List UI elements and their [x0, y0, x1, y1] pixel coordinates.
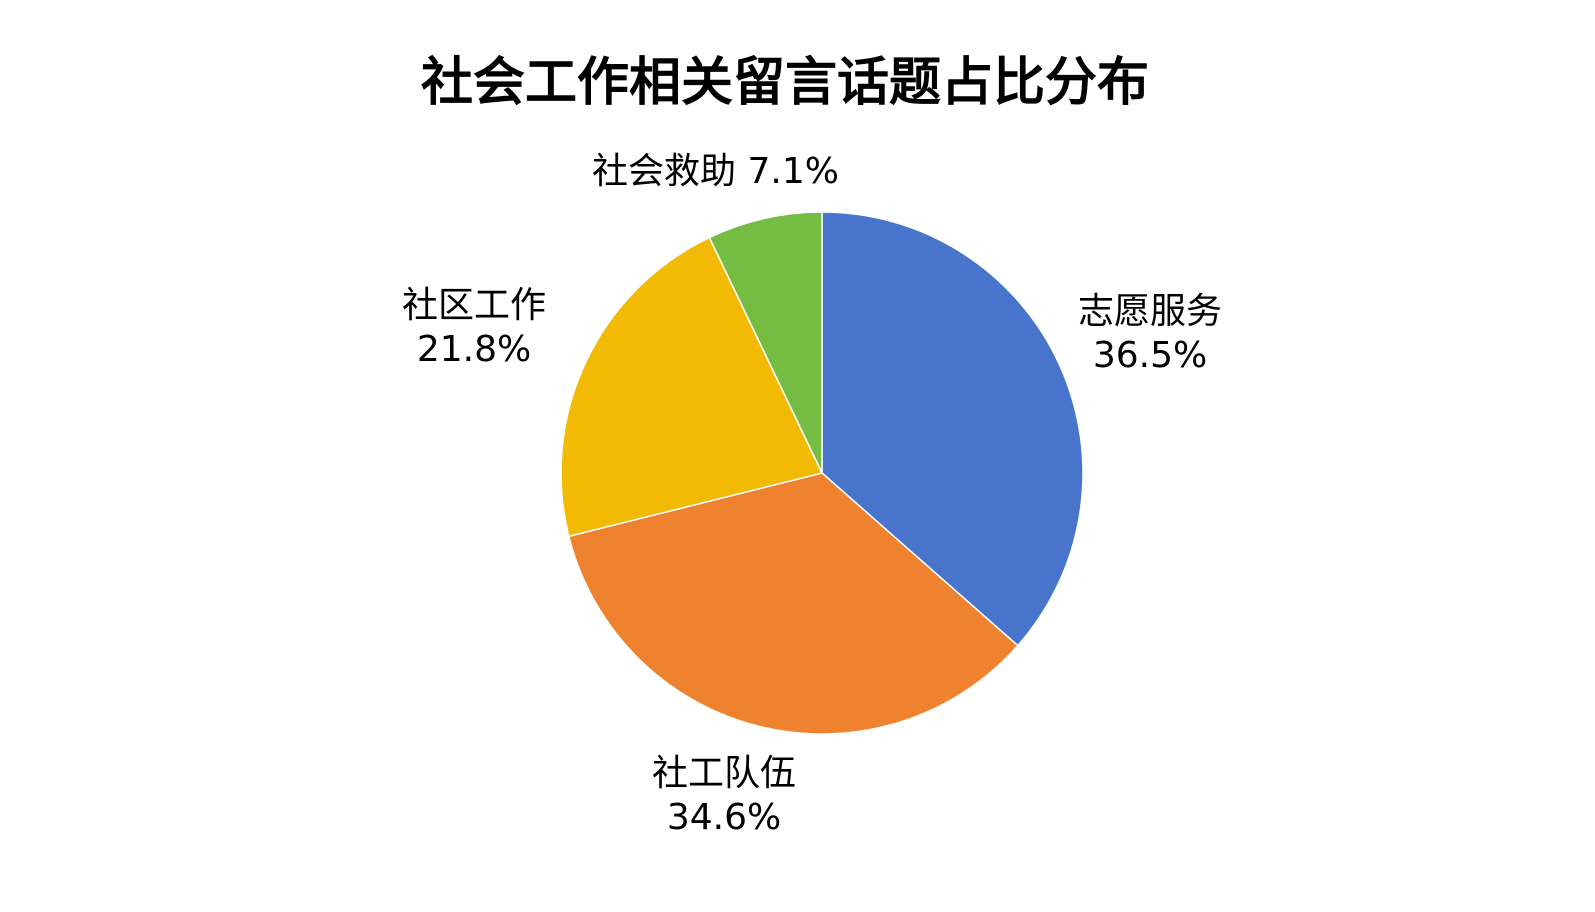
- label-value: 21.8%: [416, 329, 532, 370]
- label-name: 社区工作: [402, 285, 547, 326]
- pie-slice-2: [567, 472, 1019, 735]
- label-community: 社区工作 21.8%: [402, 284, 546, 372]
- label-value: 34.6%: [666, 797, 782, 838]
- pie-slice-3: [560, 236, 824, 538]
- label-social-workers: 社工队伍 34.6%: [652, 752, 796, 840]
- label-value: 36.5%: [1092, 335, 1208, 376]
- pie-slice-4: [708, 211, 823, 474]
- label-name: 志愿服务: [1078, 291, 1223, 332]
- label-volunteer: 志愿服务 36.5%: [1078, 290, 1222, 378]
- label-value: 7.1%: [747, 151, 839, 192]
- label-name: 社会救助: [592, 151, 737, 192]
- pie-slice-1: [821, 211, 1084, 647]
- label-relief: 社会救助 7.1%: [592, 150, 839, 194]
- chart-title: 社会工作相关留言话题占比分布: [420, 53, 1149, 113]
- label-name: 社工队伍: [652, 753, 797, 794]
